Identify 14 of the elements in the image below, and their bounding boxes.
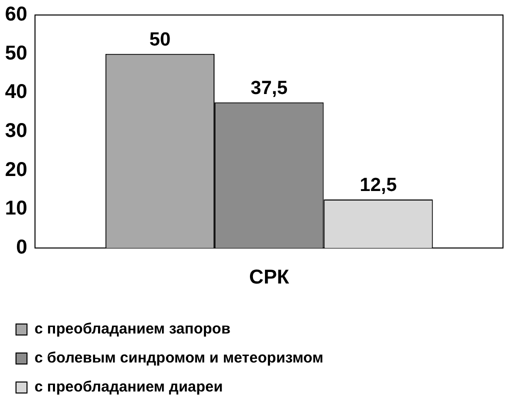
data-label: 37,5 — [250, 78, 288, 100]
y-tick-label: 10 — [4, 198, 28, 220]
legend-label: с преобладанием диареи — [34, 378, 223, 396]
y-tick-label: 40 — [4, 81, 28, 104]
y-tick-label: 20 — [4, 158, 28, 181]
data-label: 50 — [149, 30, 171, 51]
legend-label: с преобладанием запоров — [34, 320, 230, 338]
y-tick-label: 30 — [4, 120, 28, 142]
x-tick-label: СРК — [249, 266, 290, 289]
data-label: 12,5 — [360, 175, 398, 196]
y-tick-label: 50 — [4, 42, 28, 64]
y-tick-label: 60 — [4, 4, 28, 26]
legend-label: с болевым синдромом и метеоризмом — [34, 350, 324, 367]
y-tick-label: 0 — [16, 236, 28, 259]
